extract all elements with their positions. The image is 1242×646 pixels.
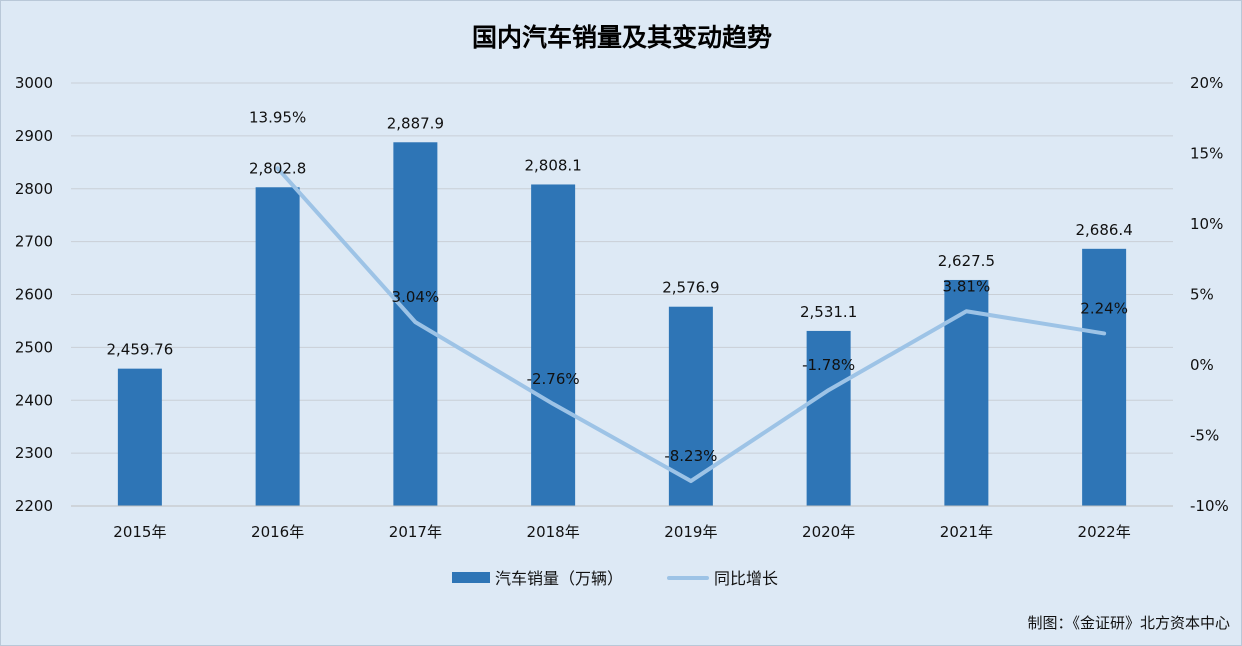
bar-value-label: 2,576.9: [662, 279, 719, 297]
x-tick-label: 2018年: [527, 523, 580, 541]
line-value-label: -2.76%: [527, 370, 580, 388]
x-tick-label: 2020年: [802, 523, 855, 541]
y-left-tick-label: 2400: [15, 391, 53, 409]
y-left-tick-label: 2600: [15, 286, 53, 304]
bar-value-label: 2,531.1: [800, 303, 857, 321]
x-tick-label: 2017年: [389, 523, 442, 541]
line-value-label: 3.81%: [943, 277, 991, 295]
bar: [806, 330, 851, 506]
bar: [668, 306, 713, 506]
axis-layer: 3000 2900 2800 2700 2600 2500 2400 2300 2200 20% 1…: [15, 74, 1229, 541]
bar: [1082, 248, 1127, 507]
bar: [255, 187, 300, 506]
chart-title: 国内汽车销量及其变动趋势: [472, 23, 772, 52]
legend-label-bar: 汽车销量（万辆）: [495, 569, 623, 588]
y-right-tick-label: -5%: [1190, 427, 1219, 445]
y-right-tick-label: 5%: [1190, 286, 1214, 304]
y-left-tick-label: 2500: [15, 338, 53, 356]
x-tick-label: 2016年: [251, 523, 304, 541]
bar-value-label: 2,459.76: [106, 341, 173, 359]
x-tick-label: 2021年: [940, 523, 993, 541]
bar-value-label: 2,808.1: [524, 156, 581, 174]
line-value-label: 13.95%: [249, 108, 306, 126]
y-right-tick-label: 10%: [1190, 215, 1223, 233]
y-left-tick-label: 2300: [15, 444, 53, 462]
y-left-tick-label: 3000: [15, 74, 53, 92]
line-value-label: 3.04%: [392, 288, 440, 306]
bar-value-label: 2,686.4: [1075, 221, 1132, 239]
y-right-tick-label: 15%: [1190, 145, 1223, 163]
y-right-tick-label: -10%: [1190, 497, 1229, 515]
bar-value-label: 2,887.9: [387, 114, 444, 132]
line-layer: [275, 166, 1107, 484]
y-left-tick-label: 2200: [15, 497, 53, 515]
line-value-label: -8.23%: [664, 447, 717, 465]
bar: [117, 368, 162, 506]
y-left-tick-label: 2800: [15, 180, 53, 198]
source-note: 制图：《金证研》北方资本中心: [1027, 614, 1230, 632]
x-tick-label: 2015年: [113, 523, 166, 541]
line-value-label: -1.78%: [802, 356, 855, 374]
x-tick-label: 2019年: [664, 523, 717, 541]
y-left-tick-label: 2900: [15, 127, 53, 145]
y-right-tick-label: 20%: [1190, 74, 1223, 92]
legend-label-line: 同比增长: [714, 569, 778, 588]
growth-line: [275, 166, 1107, 484]
legend: 汽车销量（万辆） 同比增长: [452, 569, 778, 588]
bar: [531, 184, 576, 506]
label-layer: 2,459.76 2,802.8 2,887.9 2,808.1 2,576.9 2,53…: [106, 108, 1132, 465]
bar-layer: [117, 142, 1127, 507]
y-left-tick-label: 2700: [15, 233, 53, 251]
bar-value-label: 2,802.8: [249, 159, 306, 177]
y-right-tick-label: 0%: [1190, 356, 1214, 374]
line-value-label: 2.24%: [1080, 299, 1128, 317]
x-tick-label: 2022年: [1078, 523, 1131, 541]
legend-swatch-bar: [452, 572, 490, 583]
bar-value-label: 2,627.5: [938, 252, 995, 270]
